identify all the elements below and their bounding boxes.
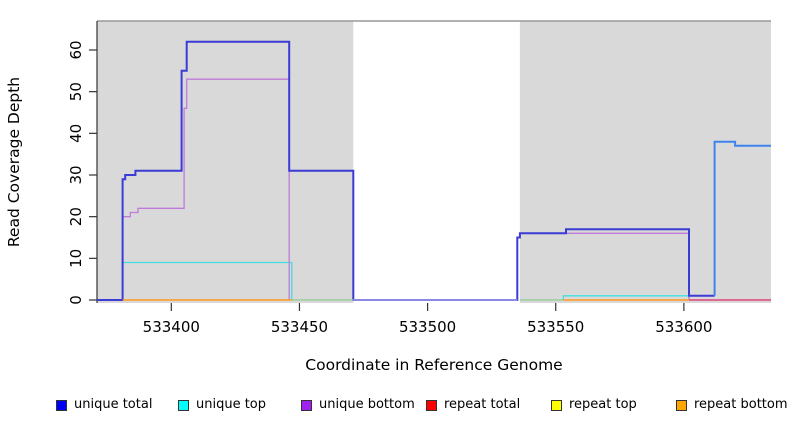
y-tick-label: 60 [67,40,85,59]
legend-label-repeat-bottom: repeat bottom [694,397,788,412]
y-tick-label: 40 [67,124,85,143]
y-tick-label: 0 [67,295,85,305]
x-tick-label: 533450 [271,318,328,336]
x-tick-label: 533600 [655,318,712,336]
y-tick-label: 20 [67,207,85,226]
legend-item-unique-total: unique total [56,397,152,413]
series-unique-total [97,40,715,301]
legend-item-repeat-total: repeat total [426,397,520,413]
legend-swatch-unique-bottom [301,399,312,411]
covered-region [519,21,771,303]
legend-swatch-unique-total [56,399,67,411]
y-tick-label: 10 [67,249,85,268]
legend-swatch-repeat-top [551,399,562,411]
legend: unique total unique top unique bottom re… [0,397,792,417]
series-unique-total-right-spike [713,140,771,296]
y-tick-label: 30 [67,165,85,184]
legend-label-repeat-total: repeat total [444,397,521,412]
legend-label-unique-bottom: unique bottom [319,397,415,412]
legend-item-unique-bottom: unique bottom [301,397,415,413]
legend-item-repeat-bottom: repeat bottom [676,397,788,413]
legend-swatch-repeat-bottom [676,399,687,411]
legend-swatch-repeat-total [426,399,437,411]
x-tick-label: 533500 [399,318,456,336]
series-unique-bottom [121,78,290,300]
legend-item-unique-top: unique top [178,397,266,413]
x-axis-title: Coordinate in Reference Genome [305,356,562,374]
legend-item-repeat-top: repeat top [551,397,637,413]
covered-region [97,21,354,303]
y-tick-label: 50 [67,82,85,101]
legend-label-unique-top: unique top [196,397,267,412]
legend-label-unique-total: unique total [74,397,153,412]
legend-label-repeat-top: repeat top [569,397,637,412]
x-tick-label: 533550 [527,318,584,336]
y-axis-title: Read Coverage Depth [5,77,23,247]
x-tick-label: 533400 [143,318,200,336]
legend-swatch-unique-top [178,399,189,411]
